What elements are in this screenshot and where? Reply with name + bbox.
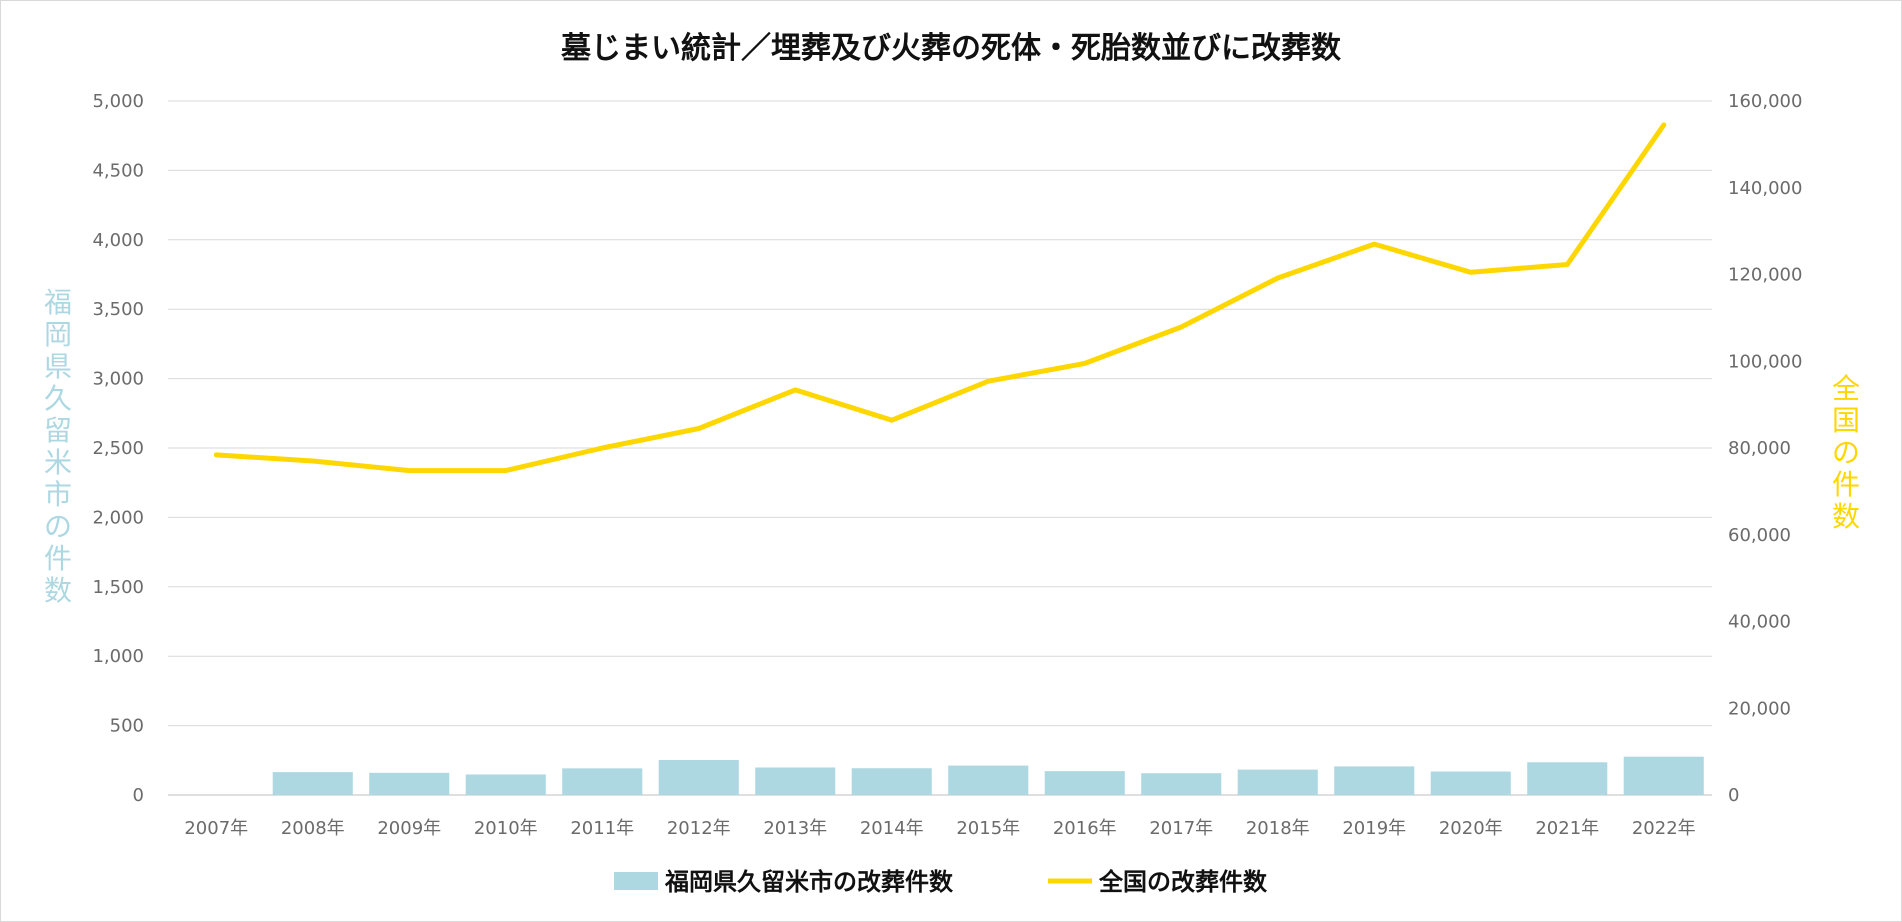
x-tick-label: 2010年 <box>474 818 538 839</box>
bar <box>1334 766 1415 795</box>
left-tick-label: 5,000 <box>92 91 144 112</box>
left-tick-label: 3,500 <box>92 299 144 320</box>
x-tick-label: 2017年 <box>1149 818 1213 839</box>
x-tick-label: 2009年 <box>377 818 441 839</box>
right-tick-label: 140,000 <box>1728 178 1802 199</box>
right-tick-label: 20,000 <box>1728 698 1791 719</box>
left-tick-label: 4,500 <box>92 160 144 181</box>
x-tick-label: 2016年 <box>1053 818 1117 839</box>
legend-label-line: 全国の改葬件数 <box>1098 868 1268 896</box>
right-y-axis: 160,000 140,000 120,000 100,000 80,000 60,000… <box>1728 91 1802 806</box>
series-line <box>213 122 1667 474</box>
left-tick-label: 2,500 <box>92 438 144 459</box>
right-axis-title: 全国の件数 <box>1832 372 1860 533</box>
bar-series <box>272 756 1704 795</box>
right-tick-label: 160,000 <box>1728 91 1802 112</box>
legend-swatch-bar <box>614 872 658 890</box>
left-tick-label: 2,000 <box>92 507 144 528</box>
bar <box>1527 762 1608 795</box>
bar <box>1623 756 1704 795</box>
x-tick-label: 2007年 <box>184 818 248 839</box>
x-tick-label: 2021年 <box>1535 818 1599 839</box>
legend-label-bar: 福岡県久留米市の改葬件数 <box>664 868 954 896</box>
bar <box>1430 771 1511 795</box>
left-tick-label: 3,000 <box>92 369 144 390</box>
bar <box>755 767 836 795</box>
x-tick-label: 2020年 <box>1439 818 1503 839</box>
right-tick-label: 100,000 <box>1728 351 1802 372</box>
x-tick-label: 2014年 <box>860 818 924 839</box>
right-tick-label: 80,000 <box>1728 438 1791 459</box>
left-axis-title: 福岡県久留米市の件数 <box>44 286 72 607</box>
left-tick-label: 500 <box>110 716 144 737</box>
right-tick-label: 40,000 <box>1728 612 1791 633</box>
line-series <box>213 122 1667 474</box>
left-y-axis: 5,000 4,500 4,000 3,500 3,000 2,500 2,000 1,500… <box>92 91 144 806</box>
right-tick-label: 0 <box>1728 785 1739 806</box>
bar <box>851 768 932 795</box>
x-tick-label: 2022年 <box>1632 818 1696 839</box>
gridlines <box>168 100 1712 796</box>
x-tick-label: 2013年 <box>763 818 827 839</box>
x-tick-label: 2019年 <box>1342 818 1406 839</box>
bar <box>1237 769 1318 795</box>
bar <box>272 772 353 795</box>
bar <box>1044 771 1125 795</box>
right-tick-label: 60,000 <box>1728 525 1791 546</box>
left-tick-label: 0 <box>133 785 144 806</box>
left-tick-label: 1,000 <box>92 646 144 667</box>
bar <box>369 772 450 795</box>
x-tick-label: 2018年 <box>1246 818 1310 839</box>
chart-title: 墓じまい統計／埋葬及び火葬の死体・死胎数並びに改葬数 <box>560 31 1342 66</box>
bar <box>465 774 546 795</box>
legend: 福岡県久留米市の改葬件数 全国の改葬件数 <box>614 868 1268 896</box>
bar <box>1141 773 1222 795</box>
bar <box>658 760 739 795</box>
bar <box>562 768 643 795</box>
x-tick-label: 2015年 <box>956 818 1020 839</box>
x-tick-label: 2011年 <box>570 818 634 839</box>
right-tick-label: 120,000 <box>1728 265 1802 286</box>
x-tick-label: 2012年 <box>667 818 731 839</box>
x-axis: 2007年 2008年 2009年 2010年 2011年 2012年 2013年 2014年… <box>184 818 1695 839</box>
left-tick-label: 4,000 <box>92 230 144 251</box>
left-tick-label: 1,500 <box>92 577 144 598</box>
bar <box>948 765 1029 795</box>
x-tick-label: 2008年 <box>281 818 345 839</box>
